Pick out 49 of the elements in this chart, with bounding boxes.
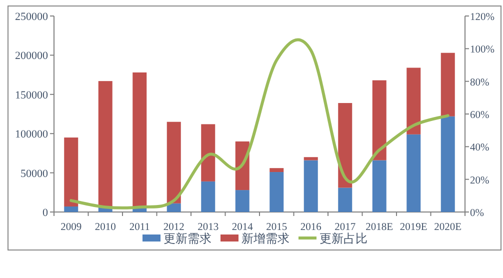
bar <box>304 160 318 212</box>
x-tick-label: 2018E <box>366 222 394 233</box>
x-tick-label: 2019E <box>400 222 428 233</box>
y2-tick-label: 40% <box>470 142 490 154</box>
x-tick-label: 2013 <box>198 222 219 233</box>
bar <box>406 134 421 212</box>
bar <box>406 68 421 134</box>
legend-label: 更新占比 <box>320 232 368 246</box>
legend-label: 更新需求 <box>164 232 212 246</box>
bar <box>235 190 250 212</box>
bar <box>440 116 455 212</box>
bar <box>166 122 181 204</box>
bar <box>304 157 318 160</box>
x-tick-label: 2014 <box>232 222 254 233</box>
y2-tick-label: 80% <box>470 77 490 88</box>
bar <box>372 80 386 160</box>
x-tick-label: 2012 <box>163 222 184 233</box>
bar <box>64 206 78 212</box>
bar <box>132 72 147 208</box>
x-tick-label: 2015 <box>266 222 288 233</box>
bar <box>270 168 284 172</box>
bar <box>98 81 112 208</box>
bar <box>372 160 386 212</box>
y2-tick-label: 100% <box>470 44 495 56</box>
y2-tick-label: 20% <box>470 175 490 186</box>
bar <box>166 203 181 212</box>
y-tick-label: 150000 <box>15 89 48 102</box>
x-tick-label: 2009 <box>60 222 82 233</box>
bar <box>338 103 352 188</box>
bar <box>201 124 216 182</box>
legend-label: 新增需求 <box>242 232 290 246</box>
x-tick-label: 2010 <box>94 222 116 233</box>
y2-tick-label: 60% <box>470 110 490 121</box>
bar <box>270 172 284 212</box>
y-tick-label: 250000 <box>15 11 48 23</box>
x-tick-label: 2017 <box>334 222 356 233</box>
bar <box>338 188 352 212</box>
bar <box>64 138 78 207</box>
y-tick-label: 200000 <box>15 50 48 62</box>
y-tick-label: 100000 <box>15 128 48 141</box>
y2-tick-label: 0% <box>470 208 484 219</box>
y-tick-label: 0 <box>42 207 48 219</box>
x-tick-label: 2016 <box>300 222 322 233</box>
bar <box>440 52 455 116</box>
y-tick-label: 50000 <box>20 168 48 180</box>
bar <box>201 181 216 212</box>
x-tick-label: 2011 <box>129 222 150 233</box>
x-tick-label: 2020E <box>434 222 462 233</box>
y2-tick-label: 120% <box>470 12 495 23</box>
